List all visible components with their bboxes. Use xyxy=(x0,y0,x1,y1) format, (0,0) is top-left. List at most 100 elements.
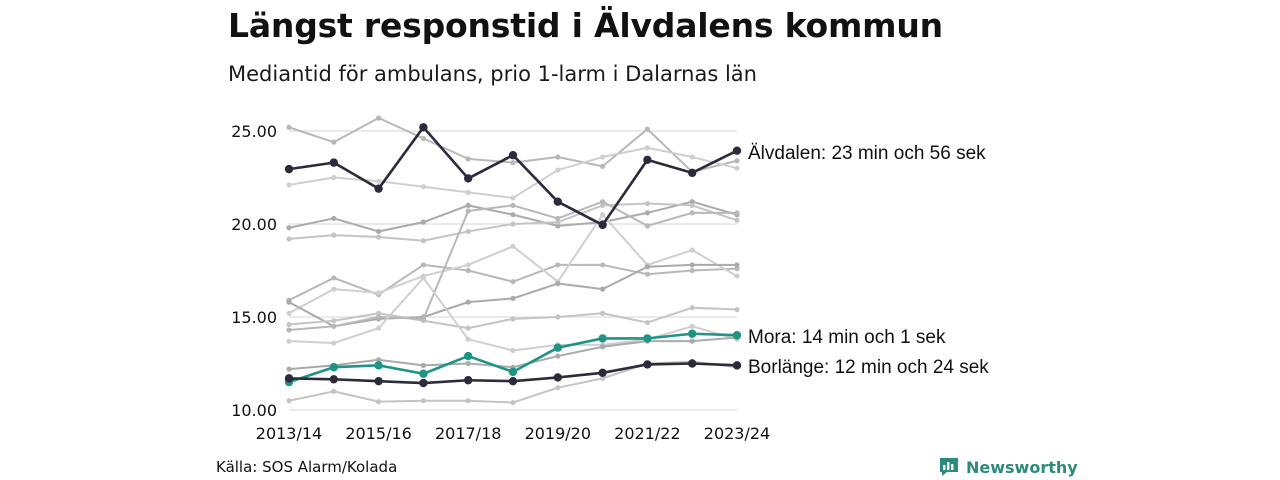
background-series-3-point xyxy=(510,212,516,218)
background-series-8-point xyxy=(510,316,516,322)
highlight-series-1-point xyxy=(329,158,338,167)
background-series xyxy=(286,115,740,406)
chart-title: Längst responstid i Älvdalens kommun xyxy=(228,6,943,45)
background-series-2-point xyxy=(644,145,651,151)
background-series-9-point xyxy=(286,327,292,333)
highlight-series-1-point xyxy=(688,168,697,178)
background-series-8-point xyxy=(555,314,561,320)
background-series-7-point xyxy=(465,299,471,305)
background-series-12-point xyxy=(600,375,606,381)
background-series-4-point xyxy=(465,228,471,235)
background-series-11-point xyxy=(420,362,426,368)
background-series-10-point xyxy=(331,340,337,346)
highlight-series-2-point xyxy=(553,343,562,352)
background-series-7-point xyxy=(510,295,516,301)
background-series-3-point xyxy=(689,199,695,205)
background-series-1-point xyxy=(644,126,651,132)
background-series-5-point xyxy=(510,279,516,285)
chart-subtitle: Mediantid för ambulans, prio 1-larm i Da… xyxy=(228,62,757,86)
highlight-series-2-point xyxy=(329,363,338,372)
highlight-series-2-point xyxy=(688,329,697,338)
background-series-10-point xyxy=(420,275,426,281)
background-series-1-point xyxy=(555,154,561,160)
highlight-series-1-point xyxy=(643,155,652,165)
background-series-10-point xyxy=(465,336,471,342)
background-series-12-point xyxy=(510,399,516,406)
background-series-3-point xyxy=(286,225,292,231)
background-series-6-point xyxy=(689,247,695,253)
background-series-5-point xyxy=(734,266,740,272)
background-series-11 xyxy=(286,334,740,372)
background-series-4-point xyxy=(510,221,516,227)
background-series-8-point xyxy=(286,321,292,328)
background-series-8-point xyxy=(465,325,471,331)
background-series-6-point xyxy=(510,243,516,249)
highlighted-series xyxy=(284,123,742,388)
background-series-2-point xyxy=(600,154,606,160)
background-series-5-point xyxy=(689,267,695,274)
source-note: Källa: SOS Alarm/Kolada xyxy=(216,458,398,476)
background-series-4-point xyxy=(376,234,382,240)
background-series-8-point xyxy=(644,319,651,326)
highlight-series-2-point xyxy=(464,351,473,361)
background-series-2-point xyxy=(286,182,292,188)
background-series-3-point xyxy=(376,228,382,235)
highlight-series-3-point xyxy=(688,359,697,368)
background-series-9-point xyxy=(600,199,606,205)
background-series-11-point xyxy=(600,344,606,350)
background-series-2-point xyxy=(734,165,740,171)
y-tick-label: 15.00 xyxy=(231,308,277,327)
background-series-7-point xyxy=(644,264,651,270)
background-series-2-point xyxy=(331,174,337,181)
background-series-10-point xyxy=(286,338,292,344)
highlight-series-1-point xyxy=(464,174,473,183)
background-series-12-point xyxy=(465,398,471,404)
highlight-series-3-point xyxy=(598,368,607,377)
background-series-8-point xyxy=(734,306,740,313)
highlight-series-2-point xyxy=(732,331,742,340)
highlight-series-1-point xyxy=(284,164,294,174)
brand-logo: Newsworthy xyxy=(938,456,1078,478)
background-series-1-point xyxy=(600,163,606,169)
background-series-3 xyxy=(286,199,740,235)
background-series-5-point xyxy=(465,267,471,274)
highlight-series-1-point xyxy=(553,197,562,206)
background-series-2-point xyxy=(376,178,382,184)
highlight-series-1 xyxy=(284,123,742,230)
background-series-12-point xyxy=(555,385,561,391)
background-series-7-point xyxy=(734,262,740,268)
background-series-9-point xyxy=(420,316,426,322)
highlight-series-1-point xyxy=(508,150,518,160)
background-series-2-point xyxy=(555,167,561,173)
background-series-3-point xyxy=(420,219,426,225)
x-tick-label: 2019/20 xyxy=(525,424,591,443)
series-callout-label: Älvdalen: 23 min och 56 sek xyxy=(748,143,986,164)
background-series-10-point xyxy=(376,325,382,331)
highlight-series-3-point xyxy=(374,376,383,386)
background-series-5-point xyxy=(420,262,426,268)
highlight-series-2-point xyxy=(508,367,518,377)
background-series-9-point xyxy=(734,210,740,216)
highlight-series-3-point xyxy=(419,378,428,388)
background-series-4-point xyxy=(689,202,695,208)
background-series-3-point xyxy=(465,202,471,208)
background-series-4-point xyxy=(420,238,426,244)
x-tick-label: 2017/18 xyxy=(435,424,501,443)
background-series-3-point xyxy=(555,223,561,229)
background-series-5-point xyxy=(331,275,337,281)
highlight-series-2-point xyxy=(643,334,652,343)
background-series-7-point xyxy=(555,280,561,287)
background-series-10-point xyxy=(510,347,516,354)
background-series-5-point xyxy=(555,262,561,268)
background-series-9-point xyxy=(376,314,382,320)
y-axis-ticks: 10.00 15.00 20.00 25.00 xyxy=(231,122,277,420)
background-series-8 xyxy=(286,305,740,331)
highlight-series-3-point xyxy=(464,376,473,385)
background-series-1-point xyxy=(510,160,516,166)
background-series-6-point xyxy=(465,262,471,268)
background-series-12-point xyxy=(420,398,426,404)
background-series-6-point xyxy=(331,286,337,292)
series-callouts: Älvdalen: 23 min och 56 sek Mora: 14 min … xyxy=(748,143,989,378)
background-series-1-point xyxy=(331,139,337,145)
